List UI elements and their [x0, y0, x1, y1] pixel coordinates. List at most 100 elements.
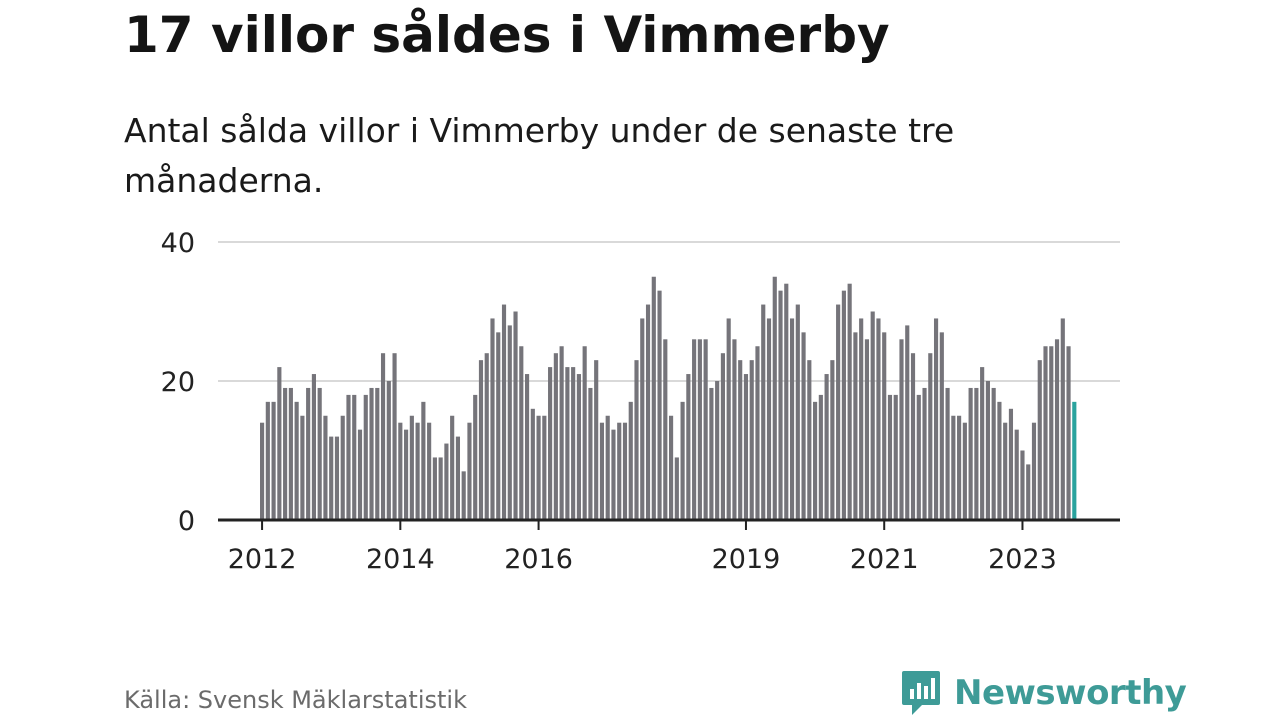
bar: [450, 415, 455, 520]
bar: [415, 422, 420, 520]
bar: [438, 457, 443, 520]
bar: [392, 353, 397, 520]
newsworthy-logo: Newsworthy: [900, 670, 1187, 716]
bar: [317, 387, 322, 520]
bar: [686, 374, 691, 520]
bar: [1066, 346, 1071, 520]
bar: [870, 311, 875, 520]
bar: [882, 332, 887, 520]
bar: [743, 374, 749, 520]
x-tick-label: 2012: [228, 544, 297, 575]
y-tick-label: 0: [178, 506, 195, 537]
bar: [1014, 429, 1019, 520]
bar: [605, 415, 610, 520]
chart-title: 17 villor såldes i Vimmerby: [124, 6, 890, 64]
bar: [985, 381, 990, 520]
bar: [910, 353, 916, 520]
bar: [565, 367, 570, 520]
newsworthy-logo-icon: [902, 671, 940, 715]
bar: [300, 415, 305, 520]
bar: [576, 374, 581, 520]
bar: [461, 471, 466, 520]
bar: [478, 360, 484, 520]
bar: [703, 339, 708, 520]
bar: [853, 332, 858, 520]
bar: [288, 387, 293, 520]
bar: [772, 276, 777, 520]
bar: [945, 387, 950, 520]
bar: [692, 339, 697, 520]
bar: [380, 353, 386, 520]
bar: [1037, 360, 1042, 520]
bar: [680, 401, 685, 520]
bar: [1020, 450, 1025, 520]
bar: [980, 367, 985, 520]
bar: [536, 415, 541, 520]
data-label: 17: [1069, 0, 1103, 7]
bar: [594, 360, 599, 520]
bar: [1054, 339, 1060, 520]
x-tick-label: 2019: [712, 544, 781, 575]
bar: [749, 360, 754, 520]
bar: [427, 422, 432, 520]
bar: [669, 415, 674, 520]
bar: [634, 360, 639, 520]
bar-highlight: [1072, 401, 1077, 520]
bar: [801, 332, 806, 520]
bar: [951, 415, 956, 520]
bar: [830, 360, 835, 520]
bar: [553, 353, 558, 520]
bar: [720, 353, 725, 520]
bar: [519, 346, 524, 520]
bar: [346, 394, 351, 520]
bar: [294, 401, 299, 520]
bar: [784, 283, 789, 520]
bar: [957, 415, 962, 520]
bar: [640, 318, 645, 520]
bar: [311, 374, 316, 520]
bar: [513, 311, 518, 520]
bar: [974, 387, 979, 520]
bar: [421, 401, 426, 520]
bar: [501, 304, 507, 520]
brand-name: Newsworthy: [954, 673, 1187, 713]
bar: [807, 360, 812, 520]
bar: [1026, 464, 1031, 520]
bar: [968, 387, 973, 520]
bar: [271, 401, 276, 520]
bar: [789, 318, 795, 520]
bar: [323, 415, 328, 520]
bar: [893, 394, 898, 520]
bar: [496, 332, 501, 520]
bar: [265, 401, 270, 520]
bar: [507, 325, 512, 520]
bar: [824, 374, 829, 520]
x-tick-label: 2016: [504, 544, 573, 575]
bar: [813, 401, 818, 520]
x-tick-label: 2021: [850, 544, 919, 575]
chart-subtitle: Antal sålda villor i Vimmerby under de s…: [124, 111, 955, 200]
bar: [588, 387, 593, 520]
bar: [864, 339, 870, 520]
bar: [922, 387, 927, 520]
bar: [306, 387, 311, 520]
bar: [876, 318, 881, 520]
bar: [732, 339, 737, 520]
bar: [899, 339, 904, 520]
bar: [674, 457, 679, 520]
bar: [645, 304, 651, 520]
bar: [334, 436, 340, 520]
bar: [611, 429, 616, 520]
bar: [657, 290, 662, 520]
bar: [628, 401, 633, 520]
bar: [997, 401, 1002, 520]
bar: [277, 367, 282, 520]
bar: [444, 443, 449, 520]
x-tick-label: 2023: [988, 544, 1057, 575]
bar: [991, 387, 996, 520]
bar: [651, 276, 656, 520]
bar: [715, 381, 720, 520]
x-tick-label: 2014: [366, 544, 435, 575]
bar: [473, 394, 478, 520]
